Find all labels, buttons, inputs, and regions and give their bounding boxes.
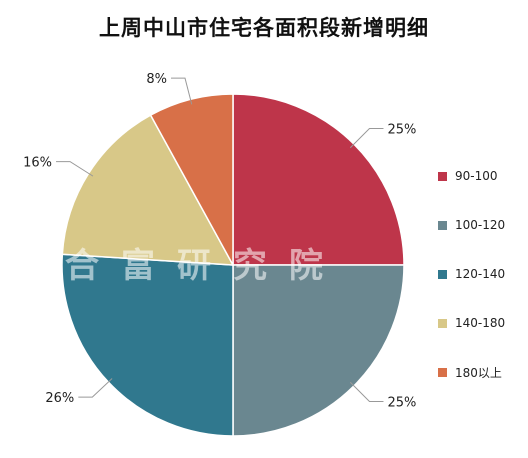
pie-slice-0	[232, 93, 405, 266]
legend-label-4: 180以上	[455, 365, 502, 380]
legend-swatch-0	[438, 171, 447, 181]
data-label-3: 16%	[23, 156, 52, 171]
data-label-1: 25%	[387, 395, 416, 410]
leader-line-4	[171, 77, 193, 105]
legend-swatch-4	[438, 367, 447, 377]
legend-swatch-2	[438, 269, 447, 279]
legend-swatch-3	[438, 318, 447, 328]
pie-slice-2	[61, 253, 234, 437]
legend-label-3: 140-180	[455, 316, 506, 330]
legend-swatch-1	[438, 220, 447, 230]
legend-item-0: 90-100	[438, 168, 498, 184]
legend-label-1: 100-120	[455, 218, 506, 232]
leader-line-3	[56, 161, 94, 177]
legend-label-2: 120-140	[455, 267, 506, 281]
legend-item-3: 140-180	[438, 315, 505, 331]
data-label-4: 8%	[146, 72, 167, 87]
legend-item-4: 180以上	[438, 364, 502, 380]
legend-item-2: 120-140	[438, 266, 505, 282]
leader-line-1	[349, 381, 384, 402]
legend-label-0: 90-100	[455, 169, 498, 183]
data-label-2: 26%	[45, 391, 74, 406]
leader-line-2	[78, 378, 113, 398]
data-label-0: 25%	[387, 123, 416, 138]
legend-item-1: 100-120	[438, 217, 505, 233]
leader-line-0	[349, 128, 384, 149]
pie-slice-1	[232, 264, 405, 437]
chart-title: 上周中山市住宅各面积段新增明细	[99, 16, 429, 40]
